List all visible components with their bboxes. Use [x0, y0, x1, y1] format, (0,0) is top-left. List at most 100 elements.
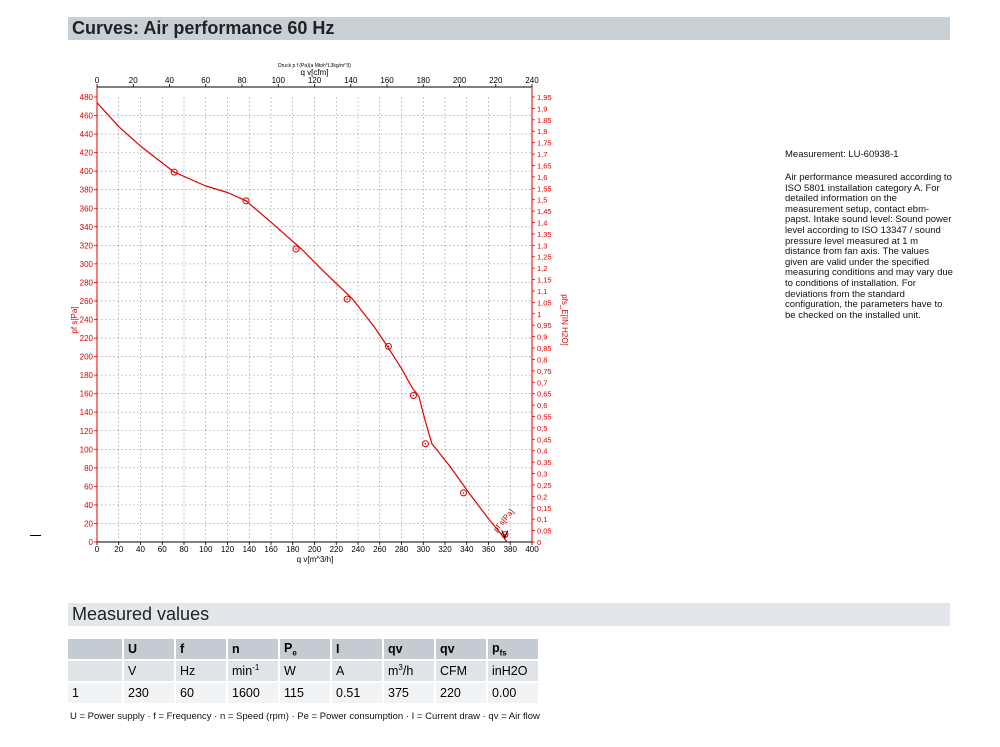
y2-tick-label: 0,15 [537, 504, 552, 513]
y-tick-label: 40 [84, 501, 93, 510]
unit-cell-qv-cfm: CFM [436, 661, 486, 681]
curve-end-marker [501, 530, 509, 539]
y2-tick-label: 1,55 [537, 184, 552, 193]
x-tick-label: 180 [286, 545, 300, 554]
data-point-dot [412, 394, 415, 397]
y2-tick-label: 0,6 [537, 401, 547, 410]
y2-tick-label: 0,25 [537, 481, 552, 490]
value-cell-f: 60 [176, 683, 226, 703]
x-tick-label: 40 [136, 545, 145, 554]
curves-section-header: Curves: Air performance 60 Hz [68, 17, 950, 40]
value-cell-qv: 375 [384, 683, 434, 703]
chart-title: Druck p f (Pa)(a Mtoh*L3kg/m^3) [278, 63, 351, 69]
y-tick-label: 140 [80, 408, 94, 417]
y-tick-label: 280 [80, 278, 94, 287]
x2-tick-label: 140 [344, 76, 358, 85]
header-cell-f: f [176, 639, 226, 659]
x-tick-label: 380 [504, 545, 518, 554]
y-tick-label: 160 [80, 390, 94, 399]
y2-tick-label: 0,7 [537, 378, 547, 387]
y2-axis-label: pfs_E[IN H2O] [560, 294, 569, 346]
y2-tick-label: 1,35 [537, 230, 552, 239]
air-performance-chart: 0 20 40 60 80 100 120 140 160 180 200 220 240 260 280 3… [70, 63, 569, 564]
y2-tick-label: 1,25 [537, 253, 552, 262]
y2-tick-label: 1,75 [537, 139, 552, 148]
y-tick-label: 100 [80, 445, 94, 454]
y-tick-label: 180 [80, 371, 94, 380]
y2-tick-label: 1,7 [537, 150, 547, 159]
x-tick-label: 60 [158, 545, 167, 554]
data-point-marker [242, 197, 250, 205]
header-cell-pfs: pfs [488, 639, 538, 659]
measured-values-table: U f n Pe I qv qv pfs V Hz min-1 W A m3/h… [66, 637, 540, 705]
x2-tick-label: 40 [165, 76, 174, 85]
y2-tick-label: 0,05 [537, 527, 552, 536]
y-tick-label: 340 [80, 223, 94, 232]
y2-tick-label: 1,6 [537, 173, 547, 182]
x-tick-label: 260 [373, 545, 387, 554]
x-tick-label: 200 [308, 545, 322, 554]
data-point-dot [387, 345, 390, 348]
y2-tick-label: 0,55 [537, 412, 552, 421]
data-point-dot [245, 200, 247, 202]
value-cell-n: 1600 [228, 683, 278, 703]
x2-tick-label: 180 [417, 76, 431, 85]
x-tick-label: 300 [417, 545, 431, 554]
value-cell-pe: 115 [280, 683, 330, 703]
y2-tick-label: 1,1 [537, 287, 547, 296]
y2-tick-label: 1,4 [537, 219, 547, 228]
value-cell-index: 1 [68, 683, 122, 703]
unit-cell-qv: m3/h [384, 661, 434, 681]
data-point-marker [409, 392, 417, 400]
data-point-dot [462, 492, 465, 494]
table-header-row: U f n Pe I qv qv pfs [68, 639, 538, 659]
unit-cell-f: Hz [176, 661, 226, 681]
measured-section-header: Measured values [68, 603, 950, 626]
data-point-marker [170, 168, 178, 176]
y-axis-label: pf s[Pa] [70, 306, 79, 333]
y2-tick-label: 1,95 [537, 93, 552, 102]
x-tick-label: 100 [199, 545, 213, 554]
x2-tick-label: 80 [238, 76, 247, 85]
table-row: 1 230 60 1600 115 0.51 375 220 0.00 [68, 683, 538, 703]
x2-tick-label: 120 [308, 76, 322, 85]
y-tick-label: 420 [80, 149, 94, 158]
unit-cell-u: V [124, 661, 174, 681]
y-tick-label: 380 [80, 186, 94, 195]
x-tick-label: 140 [243, 545, 257, 554]
y2-tick-label: 0 [537, 538, 541, 547]
x2-tick-label: 200 [453, 76, 467, 85]
measured-title: Measured values [72, 604, 210, 624]
y2-tick-label: 1 [537, 310, 541, 319]
y2-tick-label: 1,15 [537, 276, 552, 285]
y2-tick-label: 0,75 [537, 367, 552, 376]
data-point-dot [424, 442, 427, 445]
y2-tick-label: 1,45 [537, 207, 552, 216]
y-tick-label: 240 [80, 316, 94, 325]
data-point-marker [384, 342, 392, 350]
y2-tick-label: 1,9 [537, 104, 547, 113]
measurement-description: Air performance measured according to IS… [785, 172, 953, 321]
y-tick-label: 360 [80, 204, 94, 213]
y2-tick-label: 0,85 [537, 344, 552, 353]
curve-label: pf s[Pa] [491, 507, 515, 534]
header-cell-qv: qv [384, 639, 434, 659]
data-point-marker [292, 245, 300, 253]
y2-tick-label: 1,65 [537, 161, 552, 170]
data-point-dot [295, 248, 297, 250]
data-point-dot [173, 171, 176, 173]
x-tick-label: 240 [351, 545, 365, 554]
divider-mark [30, 535, 41, 536]
y2-tick-label: 0,1 [537, 515, 547, 524]
y2-tick-label: 1,8 [537, 127, 547, 136]
y-tick-label: 20 [84, 519, 93, 528]
data-point-marker [421, 440, 429, 448]
y-tick-label: 260 [80, 297, 94, 306]
x2-tick-label: 60 [201, 76, 210, 85]
y-tick-label: 300 [80, 260, 94, 269]
y2-tick-label: 0,65 [537, 390, 552, 399]
y2-tick-label: 0,9 [537, 333, 547, 342]
y-tick-label: 0 [89, 538, 94, 547]
y-tick-label: 480 [80, 93, 94, 102]
x-tick-label: 120 [221, 545, 235, 554]
